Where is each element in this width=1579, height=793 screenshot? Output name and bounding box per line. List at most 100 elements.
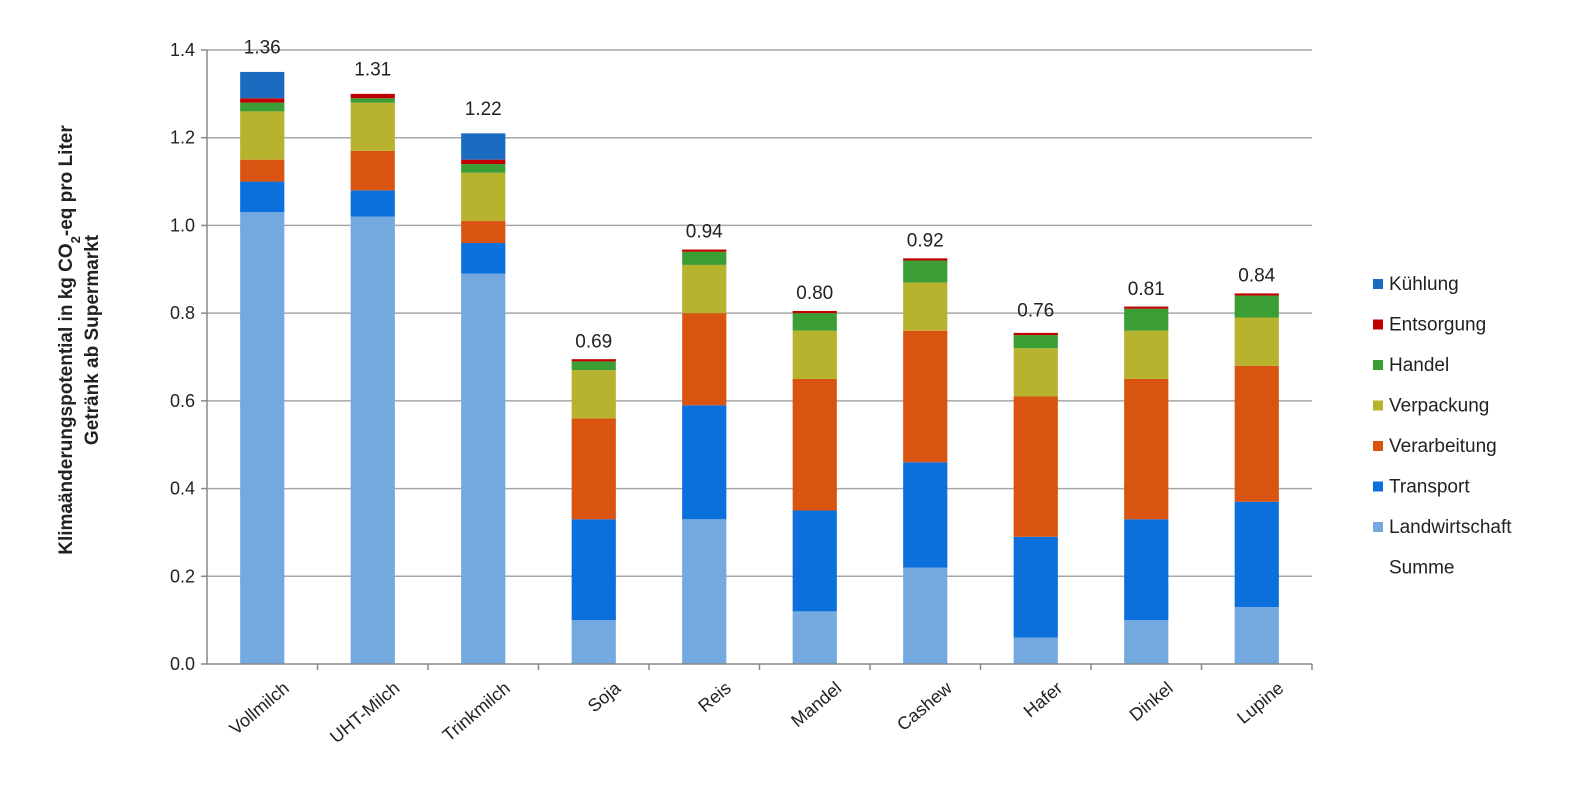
bar-segment-transport bbox=[682, 405, 727, 520]
legend-swatch bbox=[1373, 441, 1383, 451]
bar-segment-entsorgung bbox=[903, 258, 948, 261]
bar-segment-verpackung bbox=[1013, 348, 1058, 397]
bar-segment-verarbeitung bbox=[350, 150, 395, 191]
bar-segment-verarbeitung bbox=[1124, 378, 1169, 520]
legend: Kühlung Entsorgung Handel Verpackung Verarbe… bbox=[1373, 274, 1512, 579]
y-axis: 0.0 0.2 0.4 0.6 0.8 1.0 1.2 1.4 bbox=[170, 40, 208, 674]
bar-segment-verpackung bbox=[350, 102, 395, 151]
bar-segment-verpackung bbox=[240, 111, 285, 160]
y-axis-label-part2: -eq pro Liter bbox=[56, 125, 77, 236]
bar-segment-entsorgung bbox=[240, 98, 285, 103]
x-tick-label: Mandel bbox=[787, 678, 845, 731]
y-tick-label: 0.0 bbox=[170, 654, 195, 674]
bar-segment-verpackung bbox=[461, 172, 506, 222]
total-label: 1.31 bbox=[354, 59, 391, 80]
bar-segment-handel bbox=[792, 313, 837, 331]
bar-segment-handel bbox=[461, 164, 506, 173]
bar-segment-landwirtschaft bbox=[903, 567, 948, 664]
bar-segment-verarbeitung bbox=[571, 418, 616, 520]
bar-segment-entsorgung bbox=[350, 93, 395, 99]
bar-segment-entsorgung bbox=[461, 159, 506, 165]
y-tick-label: 0.8 bbox=[170, 303, 195, 323]
y-tick-label: 0.6 bbox=[170, 391, 195, 411]
bar-segment-handel bbox=[1234, 295, 1279, 318]
x-tick-label: Lupine bbox=[1233, 678, 1287, 728]
bar-segment-kühlung bbox=[240, 71, 285, 99]
bar-segment-verpackung bbox=[682, 264, 727, 314]
legend-label: Transport bbox=[1389, 477, 1470, 498]
legend-swatch bbox=[1373, 319, 1383, 330]
total-label: 1.36 bbox=[244, 38, 281, 59]
bar-segment-landwirtschaft bbox=[350, 216, 395, 664]
bar-segment-landwirtschaft bbox=[792, 611, 837, 664]
bar-segment-handel bbox=[1124, 308, 1169, 331]
total-label: 0.81 bbox=[1128, 279, 1165, 300]
y-axis-label-line2: Getränk ab Supermarkt bbox=[82, 234, 103, 445]
legend-swatch bbox=[1373, 400, 1383, 411]
bar-segment-verpackung bbox=[1124, 330, 1169, 379]
bar-segment-entsorgung bbox=[571, 359, 616, 362]
bar-segment-verarbeitung bbox=[240, 159, 285, 182]
bar-segment-handel bbox=[903, 260, 948, 283]
bar-segment-transport bbox=[903, 462, 948, 568]
total-label: 0.76 bbox=[1017, 301, 1054, 322]
x-tick-label: Trinkmilch bbox=[439, 678, 514, 746]
bar-segment-entsorgung bbox=[1124, 306, 1169, 309]
bar-segment-verarbeitung bbox=[682, 313, 727, 406]
bar-segment-transport bbox=[461, 242, 506, 274]
y-tick-label: 1.2 bbox=[170, 128, 195, 148]
y-tick-label: 0.4 bbox=[170, 479, 195, 499]
bar-segment-verarbeitung bbox=[461, 221, 506, 243]
x-tick-label: Reis bbox=[694, 678, 734, 716]
x-axis: Vollmilch UHT-Milch Trinkmilch Soja Reis Mand… bbox=[207, 663, 1313, 747]
bars bbox=[240, 71, 1279, 664]
bar-segment-verarbeitung bbox=[1234, 365, 1279, 502]
bar-segment-kühlung bbox=[461, 133, 506, 160]
bar-segment-transport bbox=[571, 519, 616, 621]
bar-segment-landwirtschaft bbox=[1124, 620, 1169, 664]
bar-segment-landwirtschaft bbox=[1234, 606, 1279, 664]
bar-segment-landwirtschaft bbox=[682, 519, 727, 664]
legend-swatch bbox=[1373, 481, 1383, 492]
bar-segment-landwirtschaft bbox=[1013, 637, 1058, 664]
total-label: 0.80 bbox=[796, 283, 833, 304]
legend-label: Entsorgung bbox=[1389, 315, 1486, 336]
legend-label: Landwirtschaft bbox=[1389, 517, 1512, 538]
x-tick-label: Hafer bbox=[1020, 678, 1067, 722]
legend-swatch bbox=[1373, 279, 1383, 289]
total-label: 1.22 bbox=[465, 99, 502, 120]
legend-label: Kühlung bbox=[1389, 274, 1459, 295]
bar-segment-transport bbox=[1013, 536, 1058, 638]
bar-segment-transport bbox=[792, 510, 837, 612]
bar-segment-verpackung bbox=[1234, 317, 1279, 366]
x-tick-label: UHT-Milch bbox=[326, 678, 403, 747]
bar-segment-transport bbox=[240, 181, 285, 213]
bar-segment-transport bbox=[350, 190, 395, 217]
total-label: 0.84 bbox=[1238, 266, 1275, 287]
bar-segment-handel bbox=[350, 98, 395, 103]
bar-segment-entsorgung bbox=[1013, 332, 1058, 336]
legend-label: Verarbeitung bbox=[1389, 436, 1497, 457]
y-tick-label: 1.4 bbox=[170, 40, 195, 60]
bar-segment-handel bbox=[240, 102, 285, 112]
y-tick-label: 0.2 bbox=[170, 566, 195, 586]
bar-segment-entsorgung bbox=[1234, 293, 1279, 296]
bar-segment-entsorgung bbox=[682, 249, 727, 252]
total-labels: 1.36 1.31 1.22 0.69 0.94 0.80 0.92 0.76 0.81 0.84 bbox=[244, 38, 1276, 353]
y-axis-label-subscript: 2 bbox=[68, 236, 83, 243]
x-tick-label: Vollmilch bbox=[226, 678, 293, 739]
bar-segment-landwirtschaft bbox=[461, 273, 506, 664]
legend-swatch bbox=[1373, 522, 1383, 532]
y-axis-label-line1: Klimaänderungspotential in kg CO2-eq pro… bbox=[56, 125, 83, 555]
bar-segment-verarbeitung bbox=[792, 378, 837, 511]
bar-segment-entsorgung bbox=[792, 310, 837, 314]
x-tick-label: Soja bbox=[584, 677, 625, 716]
bar-segment-handel bbox=[1013, 335, 1058, 349]
x-tick-label: Dinkel bbox=[1126, 678, 1177, 725]
bar-segment-handel bbox=[682, 251, 727, 265]
bar-segment-verpackung bbox=[903, 282, 948, 331]
legend-swatch bbox=[1373, 360, 1383, 370]
y-axis-label-part1: Klimaänderungspotential in kg CO bbox=[56, 243, 77, 554]
legend-label-summe: Summe bbox=[1389, 558, 1454, 579]
